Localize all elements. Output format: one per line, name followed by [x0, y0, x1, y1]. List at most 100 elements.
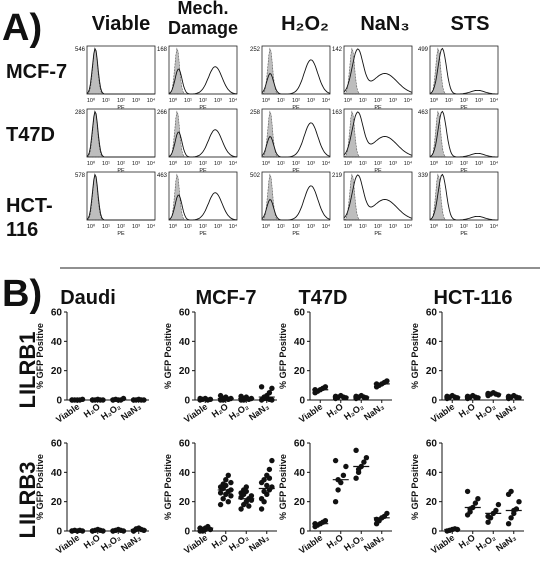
histogram-frame: [343, 108, 413, 158]
y-axis-label: % GFP Positive: [163, 454, 173, 520]
x-tick-label: 10⁰: [87, 160, 96, 167]
panel-a-label: A): [2, 7, 42, 49]
data-point: [258, 384, 265, 390]
x-axis-label: PE: [199, 168, 207, 174]
data-point: [243, 488, 249, 495]
x-tick-label: 10¹: [445, 161, 453, 167]
histogram-count: 163: [332, 110, 343, 116]
x-axis-label: PE: [460, 168, 468, 174]
x-tick-label: 10¹: [184, 224, 192, 230]
x-tick-label: 10²: [374, 161, 382, 167]
data-point: [141, 527, 147, 533]
x-tick-label: 10⁴: [322, 97, 331, 104]
data-point: [258, 506, 265, 512]
sample-curve: [168, 66, 238, 95]
x-category-label: H₂O: [210, 401, 230, 419]
histogram-0-1: 168 10⁰ 10¹ 10² 10³ 10⁴ PE: [157, 45, 238, 111]
data-point: [493, 507, 499, 514]
data-point: [228, 479, 234, 486]
histogram-count: 168: [157, 47, 168, 53]
row-label-1: T47D: [6, 124, 55, 146]
data-point: [217, 392, 224, 399]
x-tick-label: 10²: [460, 161, 468, 167]
x-tick-label: 10³: [389, 98, 397, 104]
x-tick-label: 10⁴: [229, 97, 238, 104]
x-tick-label: 10³: [475, 161, 483, 167]
x-category-label: H₂O₂: [227, 401, 250, 422]
data-point: [79, 396, 86, 402]
x-tick-label: 10¹: [102, 98, 110, 104]
y-tick-label: 20: [426, 366, 438, 377]
data-point: [485, 390, 491, 397]
histogram-count: 578: [75, 173, 86, 179]
x-tick-label: 10²: [374, 224, 382, 230]
histogram-2-1: 463 10⁰ 10¹ 10² 10³ 10⁴ PE: [157, 171, 238, 237]
histogram-frame: [261, 108, 331, 158]
histogram-frame: [261, 171, 331, 221]
x-axis-label: PE: [199, 105, 207, 111]
data-point: [516, 499, 522, 505]
histogram-frame: [261, 45, 331, 95]
x-category-label: H₂O₂: [99, 532, 122, 553]
control-peak: [343, 173, 412, 221]
x-tick-label: 10⁰: [262, 160, 271, 167]
histogram-0-2: 252 10⁰ 10¹ 10² 10³ 10⁴ PE: [250, 45, 331, 111]
x-tick-label: 10²: [117, 98, 125, 104]
x-axis-label: PE: [117, 231, 125, 237]
row-label-2: 116: [6, 219, 38, 241]
histogram-count: 463: [157, 173, 168, 179]
data-point: [269, 397, 275, 403]
histogram-2-3: 219 10⁰ 10¹ 10² 10³ 10⁴ PE: [332, 171, 413, 237]
x-category-label: H₂O: [210, 532, 230, 550]
panel-b-label: B): [2, 273, 42, 315]
column-header-4: STS: [451, 13, 490, 35]
data-point: [225, 472, 231, 478]
sample-curve: [261, 122, 331, 158]
data-point: [495, 501, 502, 508]
chart-column-header-0: Daudi: [60, 287, 116, 309]
histogram-2-2: 502 10⁰ 10¹ 10² 10³ 10⁴ PE: [250, 171, 331, 237]
histogram-frame: [86, 171, 156, 221]
y-tick-label: 20: [426, 497, 438, 508]
row-label-2: HCT-: [6, 195, 53, 217]
y-axis-label: % GFP Positive: [163, 323, 173, 389]
data-point: [343, 395, 349, 401]
x-category-label: NaN₃: [119, 532, 143, 553]
data-point: [454, 395, 461, 401]
x-tick-label: 10²: [460, 224, 468, 230]
data-point: [228, 493, 234, 499]
y-tick-label: 60: [51, 439, 63, 450]
sample-curve: [168, 129, 238, 158]
y-tick-label: 20: [294, 366, 306, 377]
histogram-1-3: 163 10⁰ 10¹ 10² 10³ 10⁴ PE: [332, 108, 413, 174]
histogram-frame: [429, 108, 499, 158]
histogram-1-2: 258 10⁰ 10¹ 10² 10³ 10⁴ PE: [250, 108, 331, 174]
data-point: [464, 393, 471, 399]
data-point: [223, 395, 229, 401]
histogram-0-4: 499 10⁰ 10¹ 10² 10³ 10⁴ PE: [418, 45, 499, 111]
y-tick-label: 0: [184, 527, 190, 538]
column-header-1: Damage: [168, 18, 238, 38]
x-tick-label: 10²: [460, 98, 468, 104]
y-tick-label: 40: [179, 337, 191, 348]
data-point: [363, 395, 370, 401]
x-axis-label: PE: [292, 168, 300, 174]
x-tick-label: 10¹: [359, 161, 367, 167]
x-axis-label: PE: [117, 168, 125, 174]
x-category-label: H₂O: [82, 532, 102, 550]
data-point: [264, 482, 270, 489]
data-point: [475, 496, 481, 502]
y-tick-label: 60: [426, 308, 438, 319]
x-tick-label: 10⁰: [262, 97, 271, 104]
control-peak: [86, 47, 155, 95]
data-point: [353, 393, 359, 399]
data-point: [261, 488, 267, 495]
x-category-label: NaN₃: [362, 401, 386, 422]
x-tick-label: 10²: [292, 161, 300, 167]
y-tick-label: 20: [179, 366, 191, 377]
y-axis-label: % GFP Positive: [278, 323, 288, 389]
x-tick-label: 10⁰: [262, 223, 271, 230]
x-tick-label: 10²: [292, 224, 300, 230]
